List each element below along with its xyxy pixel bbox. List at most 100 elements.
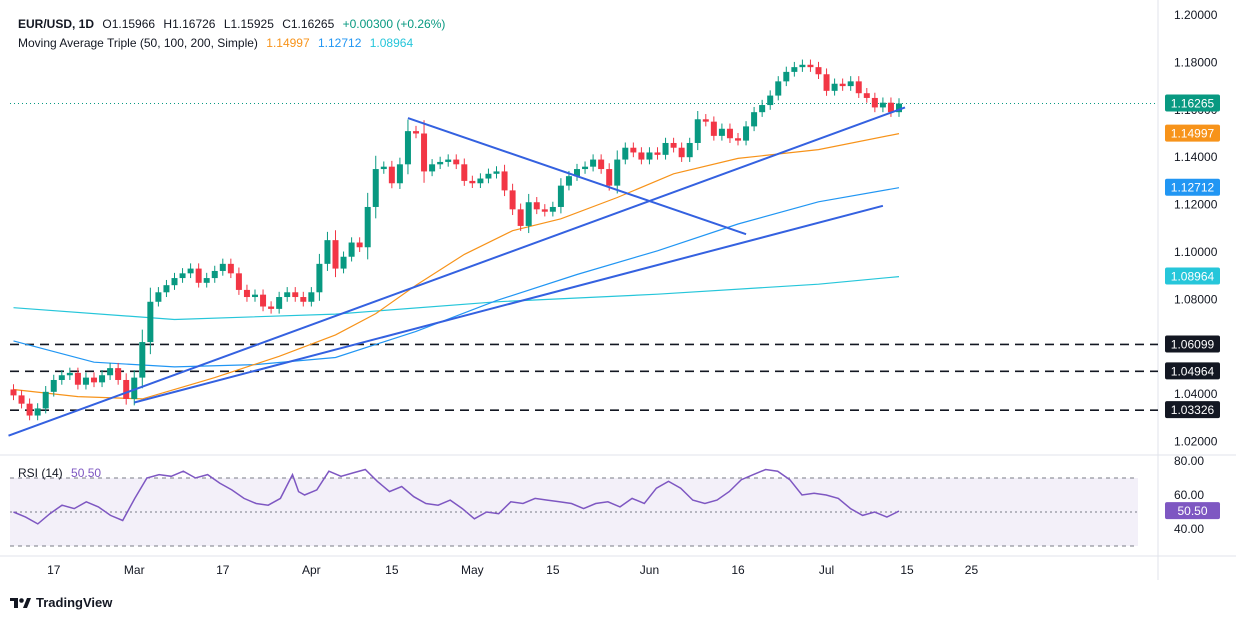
candle-body <box>340 256 347 269</box>
candle-body <box>396 164 403 184</box>
candle-body <box>187 268 194 274</box>
candle-body <box>662 142 669 155</box>
ma50-tag <box>1165 124 1220 142</box>
rsi-band <box>10 478 1138 546</box>
candle-body <box>565 176 572 186</box>
candle-body <box>622 147 629 160</box>
candle-body <box>517 209 524 226</box>
brand-label: TradingView <box>36 595 113 610</box>
candle-body <box>509 190 516 210</box>
candle-body <box>42 391 49 409</box>
close-value: C1.16265 <box>282 17 335 31</box>
candle-body <box>638 152 645 160</box>
candle-body <box>751 112 758 127</box>
rsi-value-label: 50.50 <box>1177 504 1207 518</box>
price-tick-label: 1.18000 <box>1174 55 1218 69</box>
price-tick-label: 1.14000 <box>1174 150 1218 164</box>
candle-body <box>421 133 428 172</box>
ascending-support-trendline <box>8 106 906 437</box>
ma50-line <box>13 133 900 400</box>
rsi-line <box>13 468 900 525</box>
candle-body <box>324 240 331 264</box>
candle-body <box>364 206 371 248</box>
time-axis-label: Apr <box>302 563 321 577</box>
ma200-tag <box>1165 267 1220 285</box>
candle-body <box>718 128 725 136</box>
candle-body <box>630 147 637 153</box>
candle-body <box>654 152 661 155</box>
candle-body <box>453 159 460 165</box>
long-term-trendline <box>133 204 884 404</box>
time-axis-label: 25 <box>965 563 979 577</box>
indicator-header: Moving Average Triple (50, 100, 200, Sim… <box>18 36 418 50</box>
candle-body <box>477 178 484 184</box>
candle-body <box>815 67 822 75</box>
symbol-label[interactable]: EUR/USD, 1D <box>18 17 95 31</box>
candle-body <box>292 292 299 298</box>
candle-body <box>549 206 556 212</box>
price-tick-label: 1.02000 <box>1174 435 1218 449</box>
candle-body <box>235 273 242 290</box>
descending-trendline <box>407 117 747 236</box>
tradingview-logo[interactable]: TradingView <box>10 595 112 610</box>
low-value: L1.15925 <box>223 17 274 31</box>
candle-body <box>533 202 540 210</box>
candle-body <box>308 292 315 302</box>
ma100-value: 1.12712 <box>318 36 362 50</box>
candle-body <box>413 131 419 134</box>
candle-body <box>252 294 258 298</box>
candle-body <box>139 342 146 378</box>
candle-body <box>743 126 750 141</box>
last-price-label: 1.16265 <box>1171 97 1215 111</box>
candle-body <box>123 379 130 399</box>
candle-body <box>847 81 854 87</box>
candle-body <box>799 64 806 68</box>
rsi-name[interactable]: RSI (14) <box>18 466 63 480</box>
candle-body <box>461 164 468 181</box>
candle-body <box>759 105 766 113</box>
candle-body <box>74 372 81 385</box>
ma100-tag <box>1165 178 1220 196</box>
candle-body <box>702 119 709 122</box>
candle-body <box>10 389 17 396</box>
ma200-value: 1.08964 <box>369 36 414 50</box>
candle-body <box>831 83 838 91</box>
candle-body <box>268 306 275 309</box>
rsi-tick-label: 60.00 <box>1174 488 1204 502</box>
time-axis-label: Mar <box>124 563 145 577</box>
last-price-tag <box>1165 94 1220 112</box>
candle-body <box>694 119 701 143</box>
candle-body <box>260 294 267 307</box>
candle-body <box>203 278 210 283</box>
candle-body <box>18 395 25 404</box>
candle-body <box>115 368 122 380</box>
candle-body <box>582 166 589 170</box>
candle-body <box>710 121 717 136</box>
candle-body <box>485 173 492 179</box>
candle-body <box>179 273 186 279</box>
candle-body <box>726 128 733 139</box>
rsi-tick-label: 80.00 <box>1174 454 1204 468</box>
candle-body <box>437 161 444 165</box>
candle-body <box>557 185 564 207</box>
candle-body <box>445 159 452 162</box>
support-level-label: 1.06099 <box>1171 337 1215 351</box>
candle-body <box>155 292 162 302</box>
candle-body <box>598 159 605 170</box>
candle-body <box>896 103 902 113</box>
candle-body <box>879 102 886 108</box>
candle-body <box>284 292 291 298</box>
candle-body <box>670 142 677 148</box>
ma100-line <box>13 187 900 368</box>
support-level-tag <box>1165 362 1220 380</box>
candle-body <box>147 301 154 343</box>
indicator-name[interactable]: Moving Average Triple (50, 100, 200, Sim… <box>18 36 258 50</box>
candle-body <box>243 289 250 298</box>
change-value: +0.00300 (+0.26%) <box>342 17 446 31</box>
candle-body <box>783 71 790 82</box>
candle-body <box>34 408 41 416</box>
candle-body <box>839 83 846 87</box>
candle-body <box>614 159 621 186</box>
rsi-tick-label: 40.00 <box>1174 522 1204 536</box>
